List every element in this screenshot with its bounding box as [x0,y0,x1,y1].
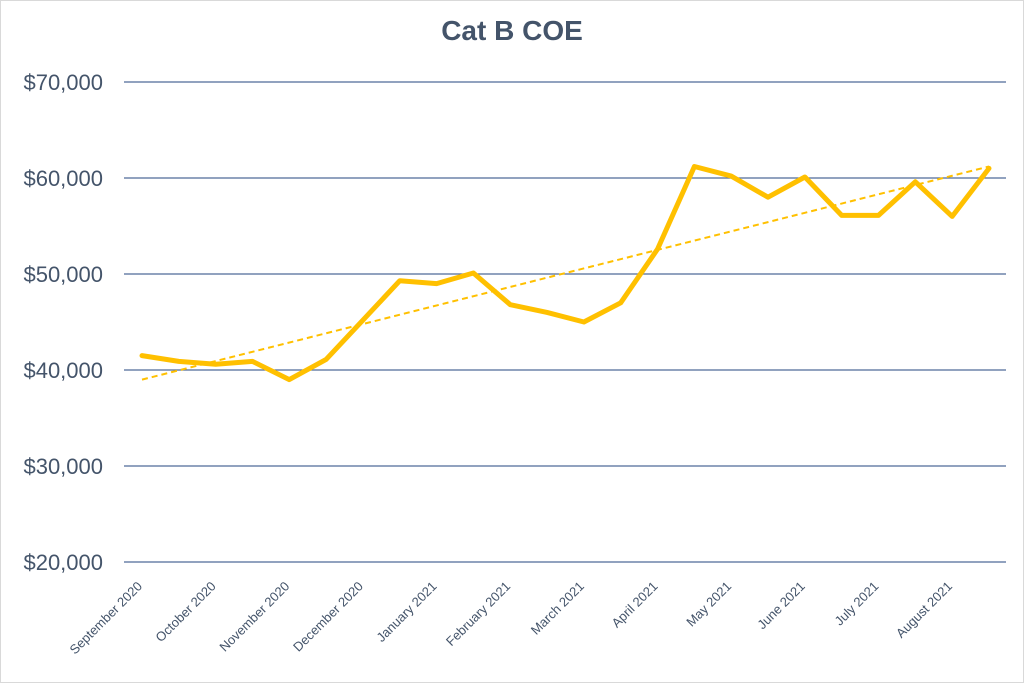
y-tick-label: $50,000 [23,262,103,287]
x-tick-label: February 2021 [443,579,513,649]
y-tick-label: $30,000 [23,454,103,479]
y-tick-label: $40,000 [23,358,103,383]
x-tick-label: December 2020 [290,579,366,655]
y-tick-label: $20,000 [23,550,103,575]
x-tick-label: July 2021 [832,579,882,629]
trendline-layer [141,165,990,381]
x-tick-label: November 2020 [216,579,292,655]
x-tick-label: September 2020 [67,579,146,658]
x-tick-label: January 2021 [373,579,439,645]
x-tick-label: June 2021 [754,579,808,633]
gridlines [124,81,1006,563]
series-layer [139,164,992,383]
y-tick-label: $70,000 [23,70,103,95]
series-line [139,164,992,383]
x-tick-label: October 2020 [152,579,218,645]
trendline [141,165,990,381]
y-tick-label: $60,000 [23,166,103,191]
x-tick-label: August 2021 [893,579,955,641]
x-tick-label: April 2021 [609,579,661,631]
chart-title: Cat B COE [441,15,583,46]
x-tick-label: March 2021 [528,579,587,638]
x-tick-label: May 2021 [683,579,734,630]
y-axis-ticks: $20,000 $30,000 $40,000 $50,000 $60,000 $70,0… [23,70,103,575]
